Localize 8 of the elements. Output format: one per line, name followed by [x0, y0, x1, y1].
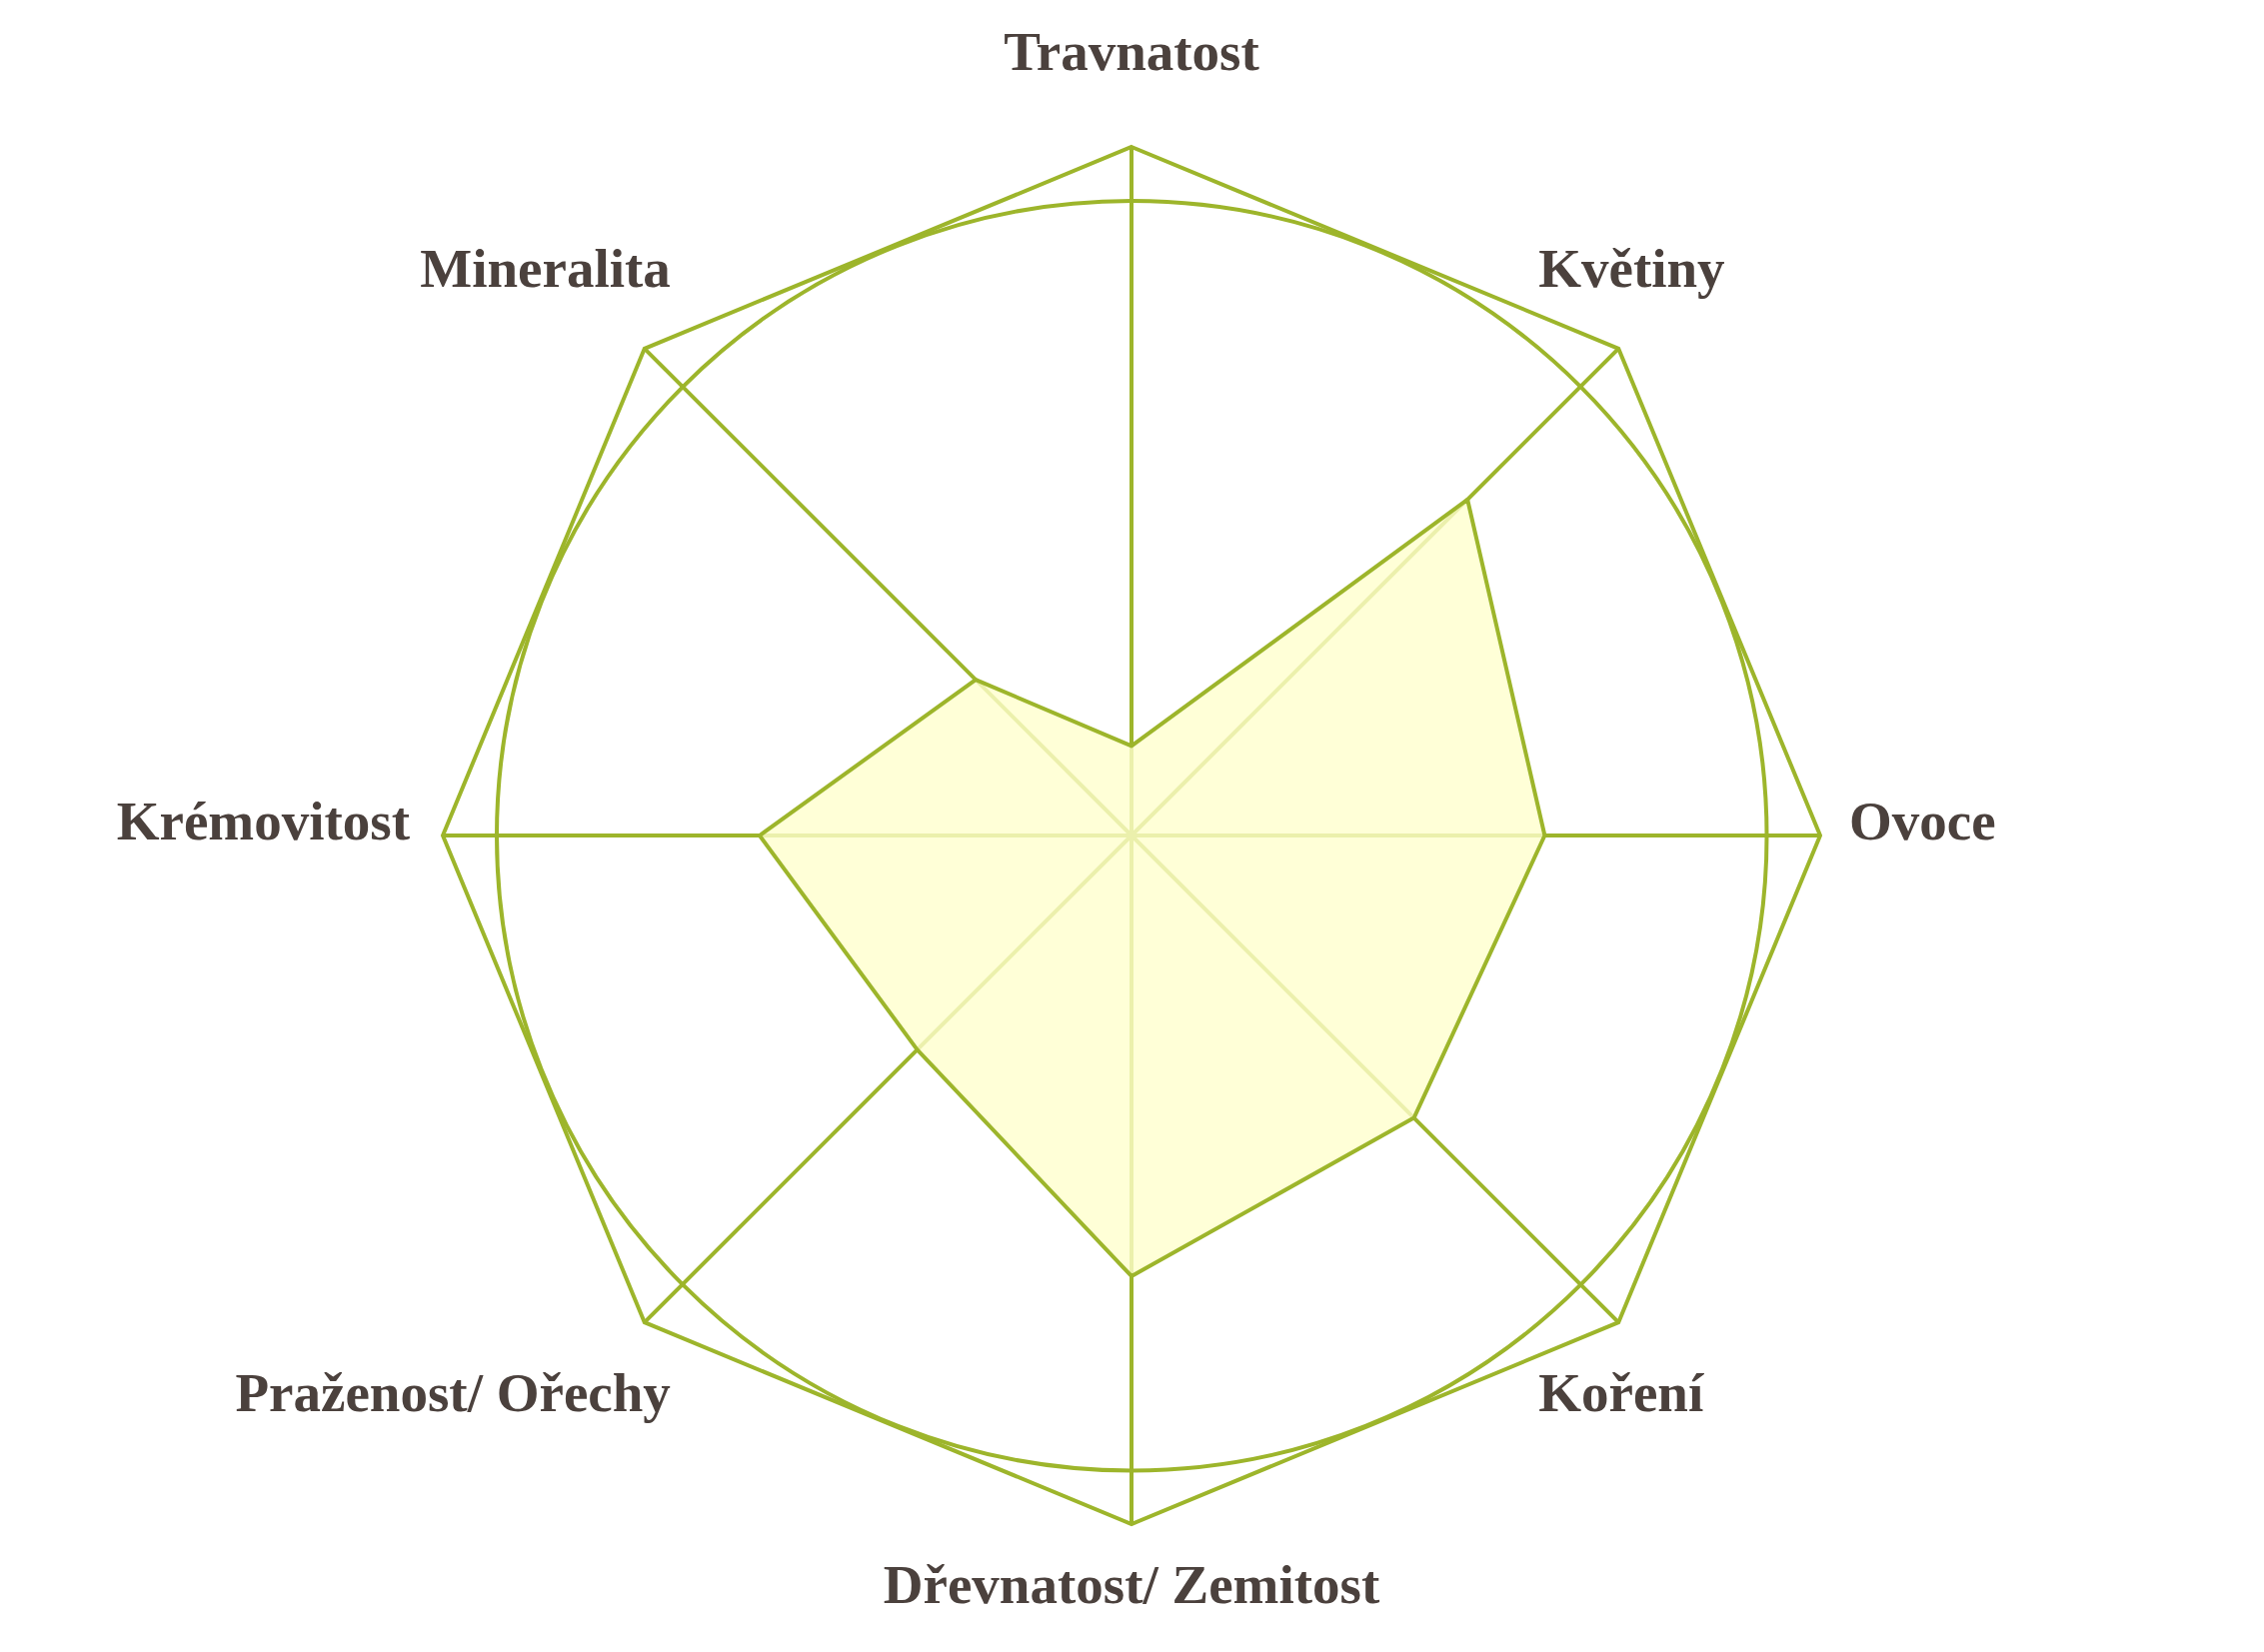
spoke-label: Koření: [1538, 1362, 1704, 1424]
spoke-label: Praženost/ Ořechy: [235, 1362, 671, 1424]
spoke-label: Mineralita: [420, 237, 671, 299]
spoke-label: Dřevnatost/ Zemitost: [883, 1554, 1380, 1615]
spoke-label: Krémovitost: [116, 791, 411, 851]
spoke-label: Květiny: [1538, 237, 1725, 299]
spoke-label: Travnatost: [1004, 21, 1260, 82]
spoke-label: Ovoce: [1849, 791, 1996, 851]
